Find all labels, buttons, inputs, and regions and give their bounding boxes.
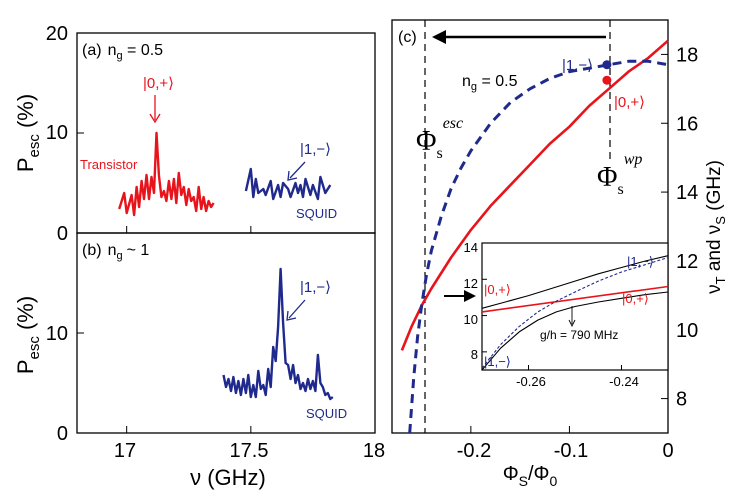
inset-line-2 (481, 256, 669, 369)
panel-a-ylabel: Pesc (%) (13, 94, 43, 172)
panel-b-blue-state-label: |1,−⟩ (300, 279, 331, 296)
panel-b-xlabel: ν (GHz) (190, 465, 266, 490)
panel-b-blue-arrowhead (286, 310, 297, 321)
panel-c-ytick-label: 8 (676, 389, 687, 411)
panel-a-ytick-0: 0 (57, 223, 68, 245)
panel-b-ticks (77, 332, 376, 434)
panel-c: -0.2 -0.1 0 8 10 12 14 16 18 (c) ng = 0.5 Φse… (391, 19, 728, 489)
panel-b-series-squid-line (222, 267, 334, 401)
panel-a-blue-arrow (289, 161, 306, 179)
panel-c-ng-label: ng = 0.5 (462, 73, 518, 93)
panel-b-xtick-18: 18 (363, 440, 385, 462)
inset-red-right-label: |0,+⟩ (622, 291, 649, 306)
inset-red-left-label: |0,+⟩ (484, 282, 511, 297)
inset-ticks (482, 242, 622, 370)
sweep-arrowhead (432, 30, 446, 44)
phi-wp-label: Φswp (597, 151, 642, 198)
panel-b-frame (76, 232, 376, 434)
inset-xtick-m024: -0.24 (609, 374, 639, 389)
phi-esc-label: Φsesc (416, 115, 463, 162)
panel-a-blue-state-label: |1,−⟩ (300, 141, 331, 158)
panel-c-marker-blue (602, 60, 612, 70)
panel-c-marker-red (602, 75, 612, 85)
panel-a-series-squid-line (244, 167, 332, 201)
inset-line-0 (481, 285, 669, 313)
panel-a-label: (a) ng = 0.5 (82, 42, 163, 62)
inset-pointer-arrowhead (464, 290, 476, 302)
panel-b-xtick-17-5: 17.5 (230, 440, 269, 462)
panel-a-transistor-label: Transistor (80, 157, 138, 172)
inset-ytick-10: 10 (464, 312, 478, 327)
panel-b-squid-label: SQUID (306, 406, 347, 421)
panel-b-blue-arrow (288, 299, 306, 319)
inset-series (481, 255, 669, 371)
inset-ytick-14: 14 (464, 240, 478, 255)
panel-a-ytick-20: 20 (46, 23, 68, 45)
inset-coupling-label: g/h = 790 MHz (540, 328, 618, 342)
panel-a: 0 10 20 (a) ng = 0.5 |0,+⟩ Transistor |1,… (46, 23, 376, 245)
panel-a-ytick-10: 10 (46, 122, 68, 144)
panel-c-transistor-line (400, 39, 669, 351)
panel-a-squid-label: SQUID (296, 206, 337, 221)
inset-blue-bottom-label: |1,−⟩ (484, 354, 511, 369)
panel-a-series-transistor-line (118, 131, 215, 217)
panel-a-series (118, 131, 332, 217)
panel-b-ytick-0: 0 (57, 423, 68, 445)
inset: 14 12 10 8 -0.26 -0.24 |1,−⟩ |0,+⟩ |0,+⟩… (464, 240, 669, 389)
inset-xtick-m026: -0.26 (516, 374, 546, 389)
panel-b-ytick-10: 10 (46, 323, 68, 345)
panel-c-ytick-labels: 8 10 12 14 16 18 (676, 44, 698, 410)
panel-c-ytick-label: 10 (676, 320, 698, 342)
panel-c-ytick-label: 14 (676, 182, 698, 204)
panel-b-ylabel: Pesc (%) (13, 296, 43, 374)
panel-b-label: (b) ng ~ 1 (82, 242, 149, 262)
panel-c-ylabel: νT and νS (GHz) (704, 160, 728, 294)
panel-c-xlabel: ΦS/Φ0 (503, 463, 558, 489)
panel-a-blue-arrowhead (287, 170, 298, 181)
panel-a-red-arrowhead (149, 113, 161, 124)
panel-c-ytick-label: 18 (676, 44, 698, 66)
panel-c-ytick-label: 16 (676, 113, 698, 135)
panel-c-xtick-m01: -0.1 (554, 440, 588, 462)
panel-c-red-state-label: |0,+⟩ (614, 94, 645, 111)
panel-c-series (400, 39, 669, 434)
inset-ytick-8: 8 (471, 347, 478, 362)
panel-b: 0 10 17 17.5 18 (b) ng ~ 1 |1,−⟩ SQUID (46, 232, 385, 462)
panel-b-xtick-17: 17 (114, 440, 136, 462)
panel-c-frame (391, 19, 669, 434)
panel-b-series (222, 267, 334, 401)
inset-blue-top-label: |1,−⟩ (627, 254, 654, 269)
panel-c-ytick-label: 12 (676, 251, 698, 273)
panel-a-red-state-label: |0,+⟩ (143, 75, 174, 92)
panel-c-blue-state-label: |1,−⟩ (562, 57, 593, 74)
panel-c-label: (c) (398, 29, 417, 46)
panel-c-xtick-0: 0 (662, 440, 673, 462)
inset-gap-arrowhead (568, 319, 576, 328)
inset-ytick-12: 12 (464, 276, 478, 291)
inset-line-1 (481, 255, 669, 309)
panel-c-xtick-m02: -0.2 (457, 440, 491, 462)
inset-line-3 (481, 291, 669, 371)
